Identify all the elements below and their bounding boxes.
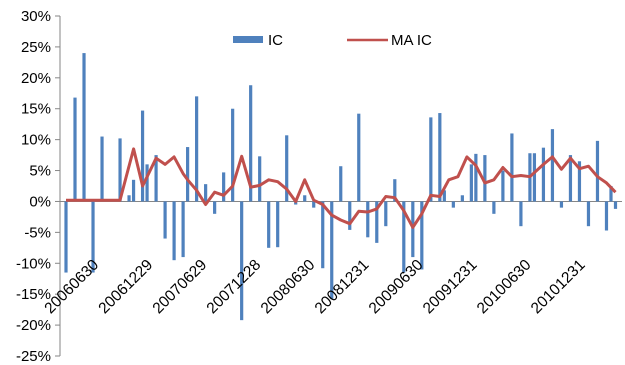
ic-bar	[240, 201, 244, 321]
ic-bar	[231, 108, 235, 202]
ic-bar	[330, 201, 334, 300]
ic-bar	[469, 164, 473, 202]
y-tick-label: 15%	[21, 101, 51, 118]
x-tick-label: 20091231	[420, 256, 481, 317]
ic-bar	[339, 166, 343, 202]
ic-bar	[131, 179, 136, 202]
ic-bar	[222, 172, 226, 202]
x-tick-label: 20070629	[150, 256, 211, 317]
y-tick-label: 20%	[21, 70, 51, 87]
ic-bar	[375, 201, 379, 243]
ic-bar	[181, 201, 185, 258]
ic-bar	[249, 85, 253, 202]
legend: IC MA IC	[233, 32, 432, 49]
ic-bar	[276, 201, 280, 248]
x-tick-labels: 2006063020061229200706292007122820080630…	[41, 256, 588, 317]
ic-bar	[73, 97, 77, 202]
ic-bar	[258, 156, 262, 202]
ic-bar	[357, 113, 361, 202]
ic-bar	[118, 138, 122, 202]
ic-bar	[438, 113, 442, 202]
ic-bar	[460, 195, 464, 202]
ic-bar	[577, 161, 582, 202]
y-tick-label: -10%	[16, 255, 51, 272]
ma-ic-series-line	[66, 147, 617, 229]
ic-bar	[420, 201, 424, 270]
ic-bar	[267, 201, 271, 248]
ic-bar	[100, 136, 104, 202]
y-tick-label: -15%	[16, 286, 51, 303]
ic-bar	[140, 110, 145, 202]
legend-swatch-ic	[233, 36, 263, 43]
x-tick-label: 20081231	[312, 256, 373, 317]
axes: -25% -20% -15% -10% -5% 0% 5% 10% 15% 20% 25% 30%	[16, 8, 622, 365]
y-tick-label: 5%	[29, 163, 51, 180]
ic-bar	[186, 147, 190, 202]
ic-bar	[285, 135, 289, 202]
ic-bar	[492, 201, 496, 214]
ic-bar	[312, 201, 316, 208]
ic-bar	[604, 201, 609, 231]
y-tick-label: 25%	[21, 39, 51, 56]
ic-bar	[609, 186, 613, 202]
ic-bar	[613, 201, 618, 209]
ic-bar	[532, 153, 537, 202]
x-tick-label: 20101231	[528, 256, 589, 317]
ic-bar	[474, 153, 478, 202]
ic-bar	[366, 201, 370, 238]
ic-bar	[501, 170, 505, 202]
ic-bar	[510, 133, 514, 202]
ic-bar	[559, 201, 564, 208]
ic-bar	[442, 190, 446, 202]
ic-bar	[91, 201, 95, 273]
y-tick-label: 30%	[21, 8, 51, 25]
x-tick-label: 20071228	[204, 256, 265, 317]
ic-bar	[172, 201, 176, 261]
ic-bar	[213, 201, 217, 214]
x-tick-label: 20090630	[366, 256, 427, 317]
ic-bar	[348, 201, 352, 230]
ic-bar	[321, 201, 325, 269]
ic-bar	[303, 195, 307, 202]
ic-bar	[195, 96, 199, 202]
ic-bar	[127, 195, 131, 202]
ic-bar	[204, 184, 208, 202]
ic-bar	[163, 201, 167, 239]
ic-bar	[429, 117, 433, 202]
ic-bar	[402, 201, 406, 273]
ic-bar	[519, 201, 523, 227]
x-tick-label: 20061229	[95, 256, 156, 317]
ic-bar	[384, 201, 388, 227]
ic-bar	[586, 201, 591, 227]
ma-ic-line	[66, 147, 617, 229]
ic-bar	[393, 179, 397, 202]
y-tick-label: -20%	[16, 317, 51, 334]
y-tick-label: -25%	[16, 348, 51, 365]
x-tick-label: 20080630	[258, 256, 319, 317]
ic-bar	[145, 164, 149, 202]
ic-bar	[595, 140, 600, 202]
ic-bar	[411, 201, 415, 258]
y-tick-label: -5%	[24, 224, 51, 241]
ic-bar	[541, 147, 546, 202]
y-tick-label: 0%	[29, 193, 51, 210]
ic-bar	[294, 201, 298, 205]
x-tick-label: 20100630	[474, 256, 535, 317]
ic-bar	[483, 155, 487, 202]
ic-bars	[64, 53, 618, 321]
y-tick-label: 10%	[21, 132, 51, 149]
ic-bar	[550, 129, 555, 202]
ic-bar	[82, 53, 86, 202]
ic-bar	[154, 155, 158, 202]
ic-bar	[568, 155, 573, 202]
ic-bar	[64, 201, 68, 273]
legend-label-ic: IC	[268, 32, 283, 49]
ic-bar	[451, 201, 455, 208]
legend-label-ma-ic: MA IC	[391, 32, 432, 49]
